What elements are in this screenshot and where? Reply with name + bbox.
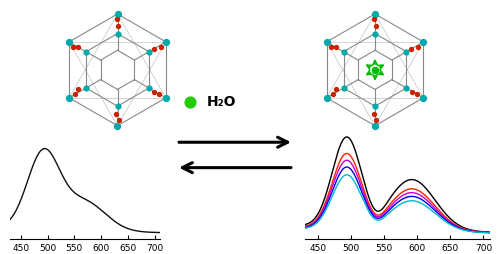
Point bbox=[413, 92, 421, 97]
Point bbox=[372, 24, 380, 28]
Point bbox=[408, 90, 416, 94]
Point bbox=[112, 112, 120, 116]
Point bbox=[332, 87, 340, 91]
Point bbox=[74, 45, 82, 49]
Point bbox=[370, 17, 378, 21]
Point bbox=[414, 45, 422, 49]
Point bbox=[371, 12, 379, 16]
Point bbox=[420, 96, 428, 100]
Point bbox=[114, 24, 122, 28]
Point bbox=[150, 90, 158, 94]
Point bbox=[328, 92, 336, 96]
Point bbox=[322, 96, 330, 100]
Point bbox=[157, 45, 165, 49]
Point bbox=[420, 40, 428, 44]
Point bbox=[408, 47, 416, 51]
Point bbox=[327, 44, 335, 49]
Point bbox=[70, 44, 78, 49]
Text: H₂O: H₂O bbox=[207, 94, 236, 109]
Point bbox=[162, 40, 170, 44]
Point bbox=[402, 50, 410, 54]
Point bbox=[371, 68, 379, 72]
Point bbox=[371, 104, 379, 108]
Point bbox=[145, 86, 153, 90]
Point bbox=[65, 96, 73, 100]
Point bbox=[65, 40, 73, 44]
Point bbox=[322, 40, 330, 44]
Point bbox=[186, 100, 194, 104]
Point bbox=[340, 50, 347, 54]
Point bbox=[156, 92, 164, 97]
Point bbox=[82, 86, 90, 90]
Point bbox=[332, 45, 340, 49]
Point bbox=[115, 118, 123, 122]
Point bbox=[71, 92, 79, 96]
Point bbox=[113, 17, 121, 21]
Point bbox=[150, 47, 158, 51]
Point bbox=[402, 86, 410, 90]
Point bbox=[371, 124, 379, 128]
Point bbox=[114, 104, 122, 108]
Point bbox=[74, 87, 82, 91]
Point bbox=[371, 31, 379, 36]
Point bbox=[162, 96, 170, 100]
Point bbox=[370, 112, 378, 116]
Point bbox=[145, 50, 153, 54]
Point bbox=[114, 124, 122, 128]
Point bbox=[372, 118, 380, 122]
Point bbox=[114, 31, 122, 36]
Point bbox=[340, 86, 347, 90]
Point bbox=[114, 12, 122, 16]
Point bbox=[82, 50, 90, 54]
